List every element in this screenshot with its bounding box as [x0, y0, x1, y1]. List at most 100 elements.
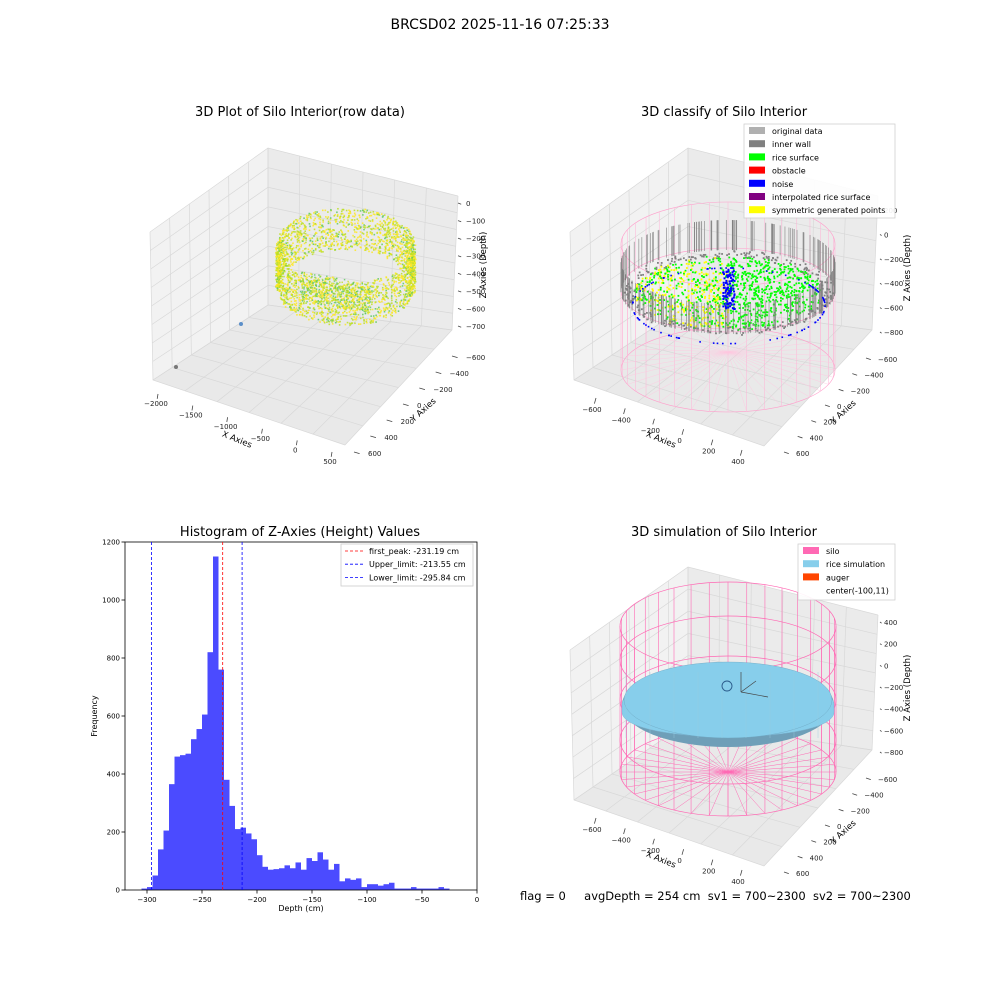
- panel4-legend-label: rice simulation: [826, 560, 885, 569]
- y-gridline: [280, 179, 396, 424]
- panel2-x-tick-label: −200: [641, 427, 660, 435]
- panel1-y-tick: [435, 371, 442, 374]
- histogram-bar: [427, 888, 433, 890]
- histogram-bar: [361, 887, 367, 890]
- panel2-legend-swatch: [749, 127, 765, 134]
- panel4-y-tick-label: −600: [878, 776, 897, 784]
- panel4-y-tick: [865, 777, 871, 780]
- panel3-y-tick-label: 400: [107, 771, 120, 779]
- figure-title: BRCSD02 2025-11-16 07:25:33: [390, 17, 610, 33]
- histogram-bar: [251, 839, 257, 890]
- histogram-bar: [262, 866, 268, 890]
- panel2-x-label: X Axies: [644, 430, 677, 451]
- panel4-z-tick-label: 400: [884, 619, 897, 627]
- panel4-legend-swatch: [803, 547, 819, 554]
- histogram-bar: [279, 868, 285, 890]
- panel3-x-label: Depth (cm): [278, 904, 323, 913]
- panel4-z-tick-label: 0: [884, 662, 888, 670]
- panel4-x-tick-label: −400: [612, 836, 631, 844]
- panel4-z-tick: [879, 621, 882, 624]
- panel1-x-tick-label: 500: [323, 458, 336, 466]
- histogram-bar: [213, 556, 219, 890]
- panel1-z-tick-label: −200: [466, 235, 485, 243]
- panel1-z-tick: [457, 272, 462, 275]
- histogram-bar: [284, 865, 290, 890]
- histogram-plot: Histogram of Z-Axies (Height) Values −300…: [90, 525, 479, 913]
- histogram-bar: [180, 755, 186, 890]
- histogram-bar: [290, 868, 296, 890]
- panel1-x-label: X Axies: [220, 430, 253, 451]
- panel1-z-tick: [457, 308, 462, 311]
- panel2-x-tick: [710, 439, 714, 446]
- panel4-x-label: X Axies: [644, 850, 677, 871]
- panel4-y-tick-label: 400: [810, 854, 823, 862]
- histogram-bar: [185, 753, 191, 890]
- panel3-title: Histogram of Z-Axies (Height) Values: [180, 525, 420, 540]
- panel4-x-tick: [594, 817, 597, 824]
- panel2-x-tick-label: 400: [731, 458, 744, 466]
- panel4-y-tick: [811, 840, 817, 843]
- panel2-y-tick-label: −600: [878, 356, 897, 364]
- histogram-bar: [334, 863, 340, 890]
- panel3-x-tick-label: −200: [247, 896, 266, 904]
- panel2-z-tick-label: 0: [884, 231, 888, 239]
- panel1-y-tick-label: 400: [384, 434, 397, 442]
- panel1-z-tick-label: −300: [466, 253, 485, 261]
- panel1-y-tick-label: −400: [450, 370, 469, 378]
- panel4-x-tick-label: 400: [731, 878, 744, 886]
- panel2-z-label: Z Axies (Depth): [903, 235, 913, 302]
- panel4-legend-label: silo: [826, 547, 840, 556]
- panel2-z-tick-label: −600: [884, 305, 903, 313]
- histogram-bar: [229, 805, 235, 890]
- panel4-legend-label: auger: [826, 573, 850, 582]
- panel1-x-tick-label: −500: [251, 435, 270, 443]
- panel1-x-tick: [261, 428, 263, 434]
- panel2-z-tick-label: −800: [884, 329, 903, 337]
- y-gridline: [605, 155, 721, 392]
- panel2-title: 3D classify of Silo Interior: [641, 105, 808, 120]
- panel1-outlier-point: [239, 322, 243, 326]
- status-sv1: sv1 = 700~2300: [707, 889, 806, 903]
- panel4-y-tick-label: 600: [796, 870, 809, 878]
- y-gridline: [668, 171, 784, 414]
- panel1-z-tick: [457, 202, 462, 205]
- panel1-x-tick-label: 0: [293, 446, 297, 454]
- y-gridline: [700, 179, 816, 425]
- panel1-z-tick-label: −700: [466, 323, 485, 331]
- raw-data-3d-plot: 3D Plot of Silo Interior(row data)−2000−…: [144, 105, 489, 466]
- panel2-legend-label: original data: [772, 127, 823, 136]
- panel2-legend-label: obstacle: [772, 167, 806, 176]
- panel3-x-tick-label: −150: [302, 896, 321, 904]
- panel2-legend-swatch: [749, 153, 765, 161]
- panel3-legend: first_peak: -231.19 cm Upper_limit: -213.…: [340, 543, 474, 587]
- panel1-y-tick: [386, 419, 393, 422]
- panel1-z-tick-label: −600: [466, 305, 485, 313]
- panel4-z-tick-label: 200: [884, 641, 897, 649]
- panel1-y-tick: [402, 403, 409, 406]
- histogram-bar: [163, 830, 169, 890]
- back-left-pane: [150, 148, 268, 380]
- panel3-y-tick-label: 200: [107, 829, 120, 837]
- panel2-legend-label: rice surface: [772, 153, 819, 162]
- histogram-bar: [246, 833, 252, 890]
- panel4-y-tick: [783, 871, 789, 874]
- y-gridline: [732, 606, 847, 856]
- histogram-bar: [411, 887, 417, 890]
- panel1-x-tick: [330, 451, 333, 457]
- histogram-bar: [389, 882, 395, 890]
- panel2-x-tick-label: 0: [677, 437, 681, 445]
- panel1-y-tick: [451, 355, 458, 358]
- panel2-y-tick-label: 400: [810, 434, 823, 442]
- panel4-y-label: Y Axies: [828, 818, 859, 847]
- histogram-bar: [312, 861, 318, 890]
- status-flag: flag = 0: [520, 889, 566, 903]
- panel1-x-tick: [156, 393, 159, 399]
- panel2-x-tick-label: 200: [702, 448, 715, 456]
- histogram-bar: [383, 884, 389, 890]
- panel3-x-tick-label: −300: [137, 896, 156, 904]
- panel2-classified-points: [620, 220, 836, 345]
- histogram-bar: [207, 652, 213, 890]
- panel2-x-tick: [740, 449, 743, 456]
- histogram-bar: [328, 869, 334, 890]
